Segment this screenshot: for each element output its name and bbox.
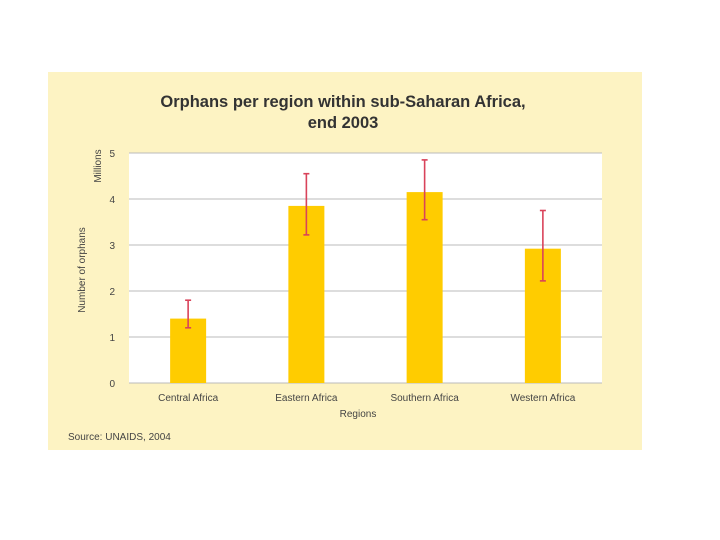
y-tick-label: 3: [109, 241, 115, 252]
y-tick-labels: 0 1 2 3 4 5: [109, 149, 115, 390]
bar: [406, 192, 443, 383]
gridlines: [129, 152, 602, 384]
x-tick-label: Central Africa: [158, 393, 218, 404]
x-tick-label: Eastern Africa: [275, 393, 338, 404]
bar: [170, 318, 207, 383]
x-tick-label: Southern Africa: [390, 393, 459, 404]
x-axis-label: Regions: [340, 409, 377, 420]
y-tick-label: 4: [109, 195, 115, 206]
chart-title: Orphans per region within sub-Saharan Af…: [160, 93, 525, 111]
y-axis-label: Number of orphans: [77, 227, 88, 313]
y-tick-label: 2: [109, 287, 115, 298]
x-tick-label: Western Africa: [510, 393, 575, 404]
chart-panel: Orphans per region within sub-Saharan Af…: [48, 72, 642, 450]
y-tick-label: 5: [109, 149, 115, 160]
bars: [170, 192, 561, 383]
plot-area: [129, 153, 602, 383]
y-tick-label: 1: [109, 333, 115, 344]
x-tick-labels: Central Africa Eastern Africa Southern Afr…: [158, 393, 576, 404]
bar-chart: Orphans per region within sub-Saharan Af…: [68, 93, 602, 443]
error-bars: [185, 159, 546, 329]
source-note: Source: UNAIDS, 2004: [68, 432, 171, 443]
chart-subtitle: end 2003: [308, 114, 379, 132]
y-unit-label: Millions: [93, 149, 104, 182]
y-tick-label: 0: [109, 379, 115, 390]
